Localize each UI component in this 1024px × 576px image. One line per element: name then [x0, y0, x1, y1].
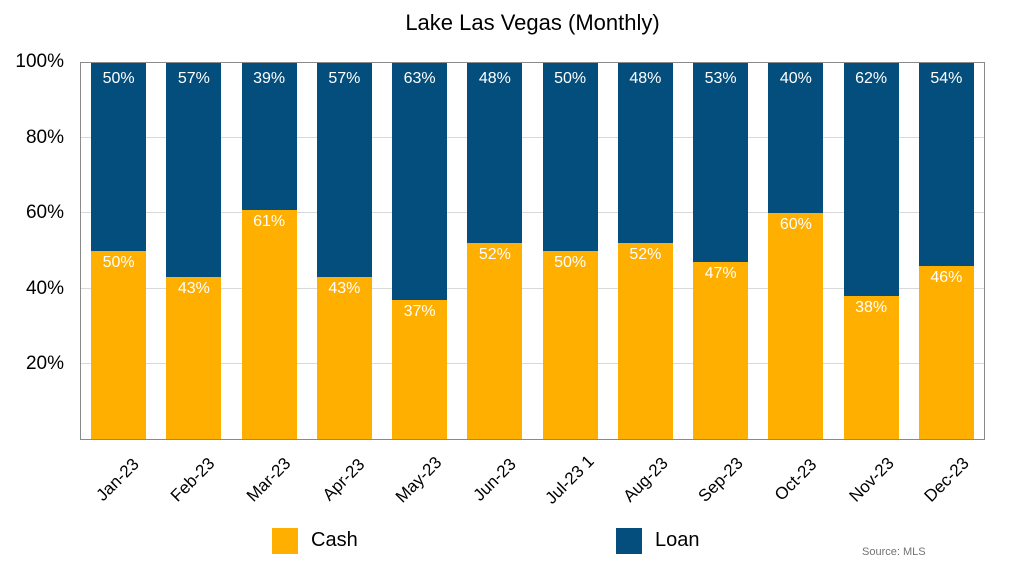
bar-Dec-23: 54% 46% — [918, 63, 974, 439]
cash-value-label: 61% — [253, 212, 286, 230]
gridline-40 — [81, 287, 984, 289]
bar-Jun-23: 48% 52% — [467, 63, 523, 439]
cash-value-label: 37% — [403, 302, 436, 320]
gridline-80 — [81, 137, 984, 139]
cash-legend-swatch — [272, 527, 298, 554]
cash-segment-Sep-23: 47% — [693, 262, 749, 439]
loan-value-label: 57% — [328, 70, 361, 87]
bar-May-23: 63% 37% — [392, 63, 448, 439]
loan-value-label: 50% — [102, 70, 135, 87]
cash-segment-Dec-23: 46% — [918, 266, 974, 439]
cash-value-label: 60% — [779, 216, 812, 234]
gridline-20 — [81, 362, 984, 364]
x-tick-label-Oct-23: Oct-23 — [771, 454, 821, 505]
loan-segment-Nov-23: 62% — [843, 63, 899, 297]
x-tick-label-Feb-23: Feb-23 — [167, 453, 219, 506]
cash-value-label: 38% — [855, 299, 888, 317]
cash-value-label: 50% — [102, 254, 135, 271]
x-tick-label-Jul-23 1: Jul-23 1 — [541, 451, 598, 508]
y-tick-label-20: 20% — [25, 353, 64, 375]
cash-value-label: 47% — [704, 265, 737, 283]
loan-value-label: 63% — [403, 70, 436, 87]
cash-value-label: 50% — [554, 254, 587, 271]
cash-segment-Aug-23: 52% — [617, 243, 673, 439]
cash-segment-Jul-23 1: 50% — [542, 251, 598, 439]
loan-legend-swatch — [616, 527, 642, 554]
plot-area: 50% 50% 57% 43% 39% 61% 57% 43% 63% 37% 48% 52% 50% 5… — [80, 62, 985, 440]
bar-Sep-23: 53% 47% — [693, 63, 749, 439]
x-tick-label-Nov-23: Nov-23 — [845, 453, 898, 506]
loan-segment-Oct-23: 40% — [768, 63, 824, 214]
loan-value-label: 50% — [554, 70, 587, 87]
loan-segment-Sep-23: 53% — [693, 63, 749, 263]
x-tick-label-Jan-23: Jan-23 — [92, 454, 143, 505]
y-tick-label-60: 60% — [25, 202, 64, 224]
bar-Aug-23: 48% 52% — [617, 63, 673, 439]
x-tick-label-Jun-23: Jun-23 — [469, 454, 520, 505]
cash-value-label: 46% — [930, 269, 963, 287]
cash-segment-Feb-23: 43% — [166, 277, 222, 439]
loan-legend-label: Loan — [655, 529, 700, 551]
gridline-60 — [81, 212, 984, 214]
x-tick-label-Mar-23: Mar-23 — [242, 453, 294, 506]
loan-value-label: 48% — [629, 70, 662, 87]
cash-segment-Jan-23: 50% — [91, 251, 147, 439]
bar-Mar-23: 39% 61% — [241, 63, 297, 439]
cash-segment-May-23: 37% — [392, 299, 448, 439]
bar-Jan-23: 50% 50% — [91, 63, 147, 439]
loan-value-label: 40% — [779, 70, 812, 87]
loan-segment-Jun-23: 48% — [467, 63, 523, 244]
loan-segment-Apr-23: 57% — [316, 63, 372, 278]
loan-segment-Jan-23: 50% — [91, 63, 147, 251]
y-tick-label-100: 100% — [15, 51, 64, 72]
bar-Jul-23 1: 50% 50% — [542, 63, 598, 439]
loan-segment-Jul-23 1: 50% — [542, 63, 598, 251]
cash-segment-Jun-23: 52% — [467, 243, 523, 439]
cash-segment-Mar-23: 61% — [241, 209, 297, 439]
legend-item-cash: Cash — [272, 527, 358, 554]
cash-segment-Nov-23: 38% — [843, 296, 899, 439]
loan-segment-Mar-23: 39% — [241, 63, 297, 210]
cash-value-label: 52% — [629, 246, 662, 264]
bar-Oct-23: 40% 60% — [768, 63, 824, 439]
loan-value-label: 54% — [930, 70, 963, 87]
cash-value-label: 52% — [478, 246, 511, 264]
x-tick-label-Sep-23: Sep-23 — [694, 453, 747, 506]
loan-value-label: 62% — [855, 70, 888, 87]
cash-segment-Oct-23: 60% — [768, 213, 824, 439]
bars-container: 50% 50% 57% 43% 39% 61% 57% 43% 63% 37% 48% 52% 50% 5… — [81, 63, 984, 439]
loan-segment-Feb-23: 57% — [166, 63, 222, 278]
loan-segment-Dec-23: 54% — [918, 63, 974, 267]
cash-value-label: 43% — [177, 280, 210, 298]
y-tick-label-80: 80% — [25, 126, 64, 148]
x-tick-label-May-23: May-23 — [392, 452, 446, 507]
x-tick-label-Dec-23: Dec-23 — [920, 453, 974, 506]
cash-value-label: 43% — [328, 280, 361, 298]
loan-segment-Aug-23: 48% — [617, 63, 673, 244]
loan-segment-May-23: 63% — [392, 63, 448, 300]
x-tick-label-Aug-23: Aug-23 — [619, 453, 672, 506]
loan-value-label: 53% — [704, 70, 737, 87]
loan-value-label: 39% — [253, 70, 286, 87]
loan-value-label: 48% — [478, 70, 511, 87]
bar-Nov-23: 62% 38% — [843, 63, 899, 439]
y-tick-label-40: 40% — [25, 277, 64, 299]
source-note: Source: MLS — [862, 546, 926, 558]
cash-legend-label: Cash — [311, 529, 358, 551]
bar-Feb-23: 57% 43% — [166, 63, 222, 439]
loan-value-label: 57% — [177, 70, 210, 87]
bar-Apr-23: 57% 43% — [316, 63, 372, 439]
x-tick-label-Apr-23: Apr-23 — [318, 454, 369, 505]
chart-title: Lake Las Vegas (Monthly) — [405, 10, 660, 35]
cash-segment-Apr-23: 43% — [316, 277, 372, 439]
legend-item-loan: Loan — [616, 527, 700, 554]
